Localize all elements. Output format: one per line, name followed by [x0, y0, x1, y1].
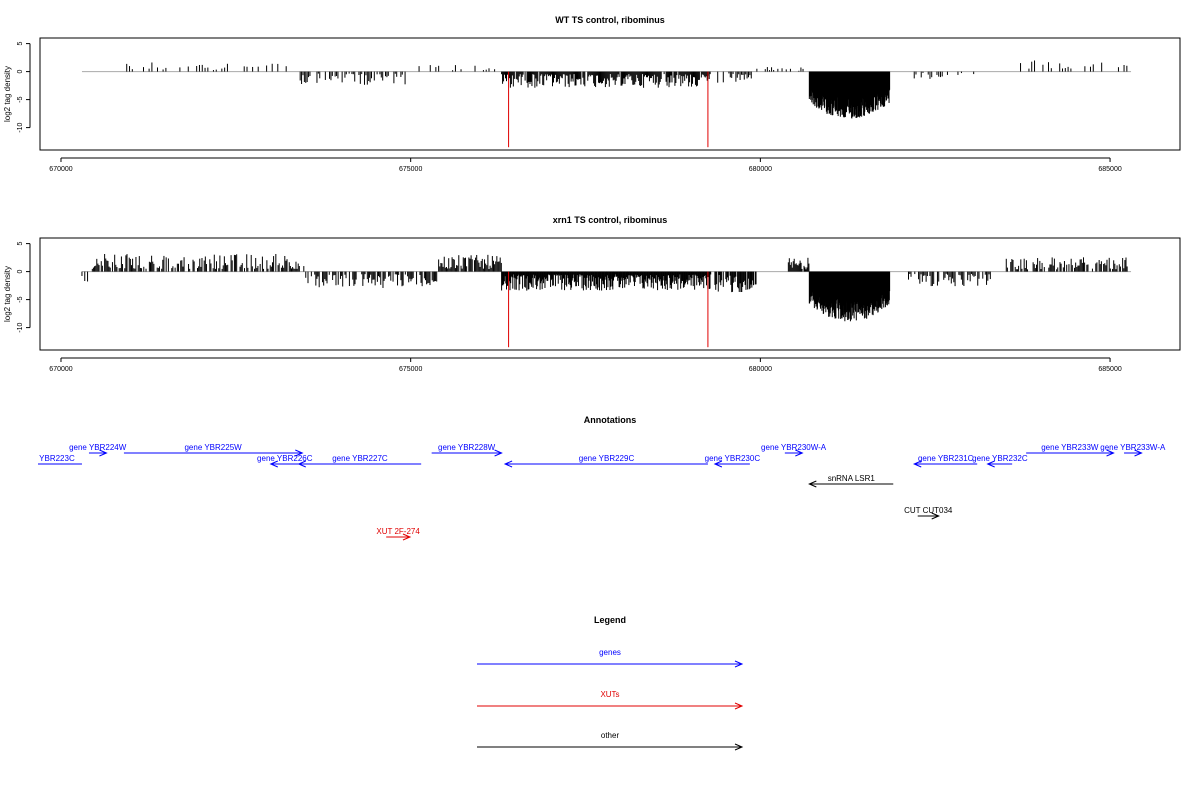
- annotation-feature: gene YBR230W-A: [761, 443, 827, 457]
- annotation-feature: snRNA LSR1: [808, 474, 894, 488]
- legend-item: XUTs: [477, 690, 744, 710]
- xrn1-x-tick-label: 670000: [49, 366, 72, 373]
- xrn1-x-tick-label: 675000: [399, 366, 422, 373]
- annotation-feature: gene YBR227C: [297, 454, 422, 468]
- annotation-features: gene YBR223C gene YBR224W gene YBR225W gene…: [19, 443, 1166, 541]
- xrn1-x-tick-label: 685000: [1098, 366, 1121, 373]
- wt-y-tick-label: 0: [17, 70, 24, 74]
- annotation-label: gene YBR232C: [972, 454, 1028, 463]
- xrn1-track-title: xrn1 TS control, ribominus: [553, 215, 668, 225]
- annotation-label: gene YBR233W-A: [1100, 443, 1166, 452]
- wt-y-axis: 5 0 -5 -10: [17, 42, 31, 133]
- wt-x-tick-label: 685000: [1098, 166, 1121, 173]
- annotation-feature: gene YBR228W: [431, 443, 503, 457]
- xrn1-y-tick-label: 5: [17, 242, 24, 246]
- annotation-label: gene YBR229C: [579, 454, 635, 463]
- wt-track-title: WT TS control, ribominus: [555, 15, 665, 25]
- legend-item: genes: [477, 648, 744, 668]
- wt-y-tick-label: -10: [17, 122, 24, 132]
- annotation-label: gene YBR226C: [257, 454, 313, 463]
- xrn1-red-markers: [508, 271, 709, 348]
- annotation-label: gene YBR228W: [438, 443, 496, 452]
- annotation-feature: gene YBR223C: [19, 454, 82, 465]
- annotation-feature: gene YBR232C: [972, 454, 1028, 468]
- wt-plot-frame: [39, 37, 1181, 151]
- wt-y-tick-label: 5: [17, 42, 24, 46]
- annotation-feature: gene YBR231C: [912, 454, 978, 468]
- annotations-title: Annotations: [584, 415, 637, 425]
- wt-y-tick-label: -5: [17, 96, 24, 102]
- wt-signal-bars: [126, 60, 1128, 119]
- wt-x-tick-label: 670000: [49, 166, 72, 173]
- annotation-label: gene YBR223C: [19, 454, 75, 463]
- annotation-label: gene YBR231C: [918, 454, 974, 463]
- annotation-label: gene YBR227C: [332, 454, 388, 463]
- xrn1-y-tick-label: -5: [17, 296, 24, 302]
- xrn1-y-axis-label: log2 tag density: [3, 266, 12, 322]
- xrn1-x-axis: 670000 675000 680000 685000: [49, 357, 1122, 373]
- xrn1-track-panel: xrn1 TS control, ribominus log2 tag dens…: [3, 215, 1181, 373]
- annotation-label: XUT 2F-274: [376, 527, 420, 536]
- annotation-feature: XUT 2F-274: [376, 527, 420, 541]
- annotation-label: CUT CUT034: [904, 506, 953, 515]
- annotation-label: gene YBR224W: [69, 443, 127, 452]
- legend-items: genes XUTs other: [477, 648, 744, 751]
- wt-x-axis: 670000 675000 680000 685000: [49, 157, 1122, 173]
- xrn1-x-tick-label: 680000: [749, 366, 772, 373]
- xrn1-signal-bars: [81, 253, 1128, 322]
- wt-x-tick-label: 675000: [399, 166, 422, 173]
- annotation-feature: gene YBR224W: [69, 443, 127, 457]
- wt-y-axis-label: log2 tag density: [3, 66, 12, 122]
- annotation-feature: gene YBR225W: [123, 443, 304, 457]
- xrn1-y-tick-label: -10: [17, 322, 24, 332]
- legend-label: other: [601, 731, 620, 740]
- annotation-label: gene YBR233W: [1041, 443, 1099, 452]
- annotation-feature: gene YBR226C: [257, 454, 313, 468]
- xrn1-plot-frame: [39, 237, 1181, 351]
- xrn1-y-axis: 5 0 -5 -10: [17, 242, 31, 333]
- legend-item: other: [477, 731, 744, 751]
- wt-red-markers: [508, 71, 709, 148]
- annotation-feature: gene YBR233W-A: [1100, 443, 1166, 457]
- annotation-label: gene YBR230C: [705, 454, 761, 463]
- xrn1-y-tick-label: 0: [17, 270, 24, 274]
- annotation-feature: gene YBR233W: [1026, 443, 1115, 457]
- legend-panel: Legend genes XUTs other: [477, 615, 744, 751]
- legend-title: Legend: [594, 615, 626, 625]
- annotation-feature: CUT CUT034: [904, 506, 953, 520]
- annotation-feature: gene YBR229C: [503, 454, 708, 468]
- annotation-label: gene YBR230W-A: [761, 443, 827, 452]
- annotation-label: gene YBR225W: [184, 443, 242, 452]
- legend-label: XUTs: [600, 690, 619, 699]
- wt-x-tick-label: 680000: [749, 166, 772, 173]
- annotation-feature: gene YBR230C: [705, 454, 761, 468]
- annotation-label: snRNA LSR1: [828, 474, 876, 483]
- legend-label: genes: [599, 648, 621, 657]
- wt-track-panel: WT TS control, ribominus log2 tag densit…: [3, 15, 1181, 173]
